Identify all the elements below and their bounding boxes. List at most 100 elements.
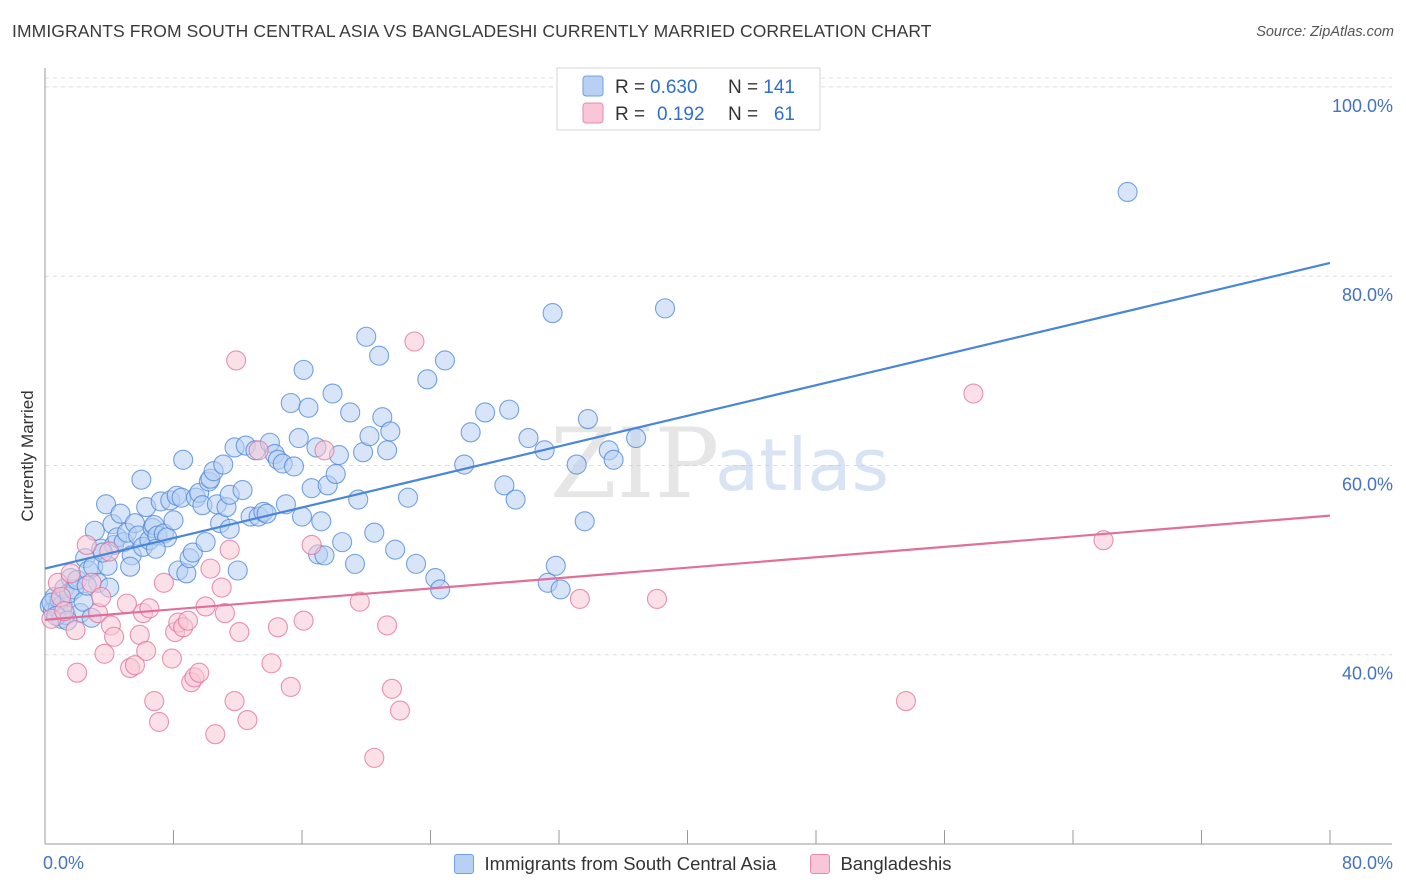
bangladeshis-point-34 [200,558,221,579]
y-tick-label-100: 100.0% [1332,96,1393,116]
bangladeshis-point-17 [124,655,145,676]
bangladeshis-point-21 [139,598,160,619]
source-label: Source: ZipAtlas.com [1256,24,1394,40]
series-legend: Immigrants from South Central Asia Bangl… [0,850,1406,878]
y-tick-label-40: 40.0% [1342,664,1393,684]
immigrants-point-117 [499,399,520,420]
legend-swatch-bangladeshis-bottom [810,854,831,874]
bangladeshis-point-41 [237,709,258,731]
legend-r-value-0: 0.630 [650,77,698,98]
immigrants-point-34 [131,469,152,490]
bangladeshis-point-54 [404,331,425,352]
bangladeshis-point-25 [161,648,182,669]
bangladeshis-trend-line [44,514,1331,621]
immigrants-point-67 [232,480,253,501]
bangladeshis-point-57 [895,691,917,712]
immigrants-point-125 [574,511,595,532]
bangladeshis-point-20 [136,640,157,661]
immigrants-point-83 [293,359,314,380]
bangladeshis-point-10 [91,586,112,608]
immigrants-point-129 [626,427,647,449]
bangladeshis-point-23 [148,711,170,732]
bangladeshis-point-39 [224,691,245,712]
x-tick-label-min: 0.0% [43,853,84,873]
immigrants-point-92 [325,463,346,485]
bangladeshis-point-60 [226,350,247,371]
immigrants-point-130 [542,303,563,324]
immigrants-point-66 [227,560,248,581]
bangladeshis-point-43 [261,653,282,674]
immigrants-point-96 [344,553,366,574]
bangladeshis-point-55 [569,588,590,609]
immigrants-point-45 [163,510,184,531]
bangladeshis-point-38 [219,539,240,560]
legend-swatch-immigrants-bottom [454,854,475,874]
watermark: ZIP atlas [550,408,889,520]
immigrants-point-109 [417,369,438,390]
bangladeshis-point-40 [229,621,250,643]
immigrants-trend-line [44,261,1331,570]
bangladeshis-point-5 [65,620,86,641]
x-tick-label-max: 80.0% [1342,853,1393,873]
bangladeshis-point-42 [248,440,269,461]
legend-swatch-bangladeshis [582,102,604,124]
bangladeshis-point-7 [76,534,97,556]
immigrants-point-80 [283,456,305,477]
immigrants-point-94 [332,532,353,553]
immigrants-point-108 [405,553,427,574]
immigrants-point-78 [275,494,296,515]
immigrants-point-106 [385,539,406,560]
bangladeshis-point-50 [364,747,385,768]
bangladeshis-point-47 [301,534,322,556]
x-tick-marks [44,830,1331,844]
legend-n-value-1: 61 [774,104,795,125]
bangladeshis-point-56 [646,588,668,609]
legend-r-value-1: 0.192 [657,104,705,125]
immigrants-point-116 [494,475,515,496]
y-tick-label-60: 60.0% [1342,474,1393,494]
chart-title: IMMIGRANTS FROM SOUTH CENTRAL ASIA VS BA… [12,21,932,41]
immigrants-point-62 [213,454,234,475]
bangladeshis-point-11 [94,643,115,664]
watermark-atlas: atlas [715,423,889,507]
bangladeshis-point-3 [54,601,75,622]
bangladeshis-point-35 [205,724,226,745]
immigrants-point-79 [280,392,301,414]
axes [44,68,1392,845]
immigrants-point-104 [377,440,398,461]
bangladeshis-point-37 [214,603,235,624]
immigrants-point-28 [110,503,131,524]
legend-swatch-immigrants [582,75,604,97]
immigrants-point-100 [359,426,380,447]
legend-item-immigrants: Immigrants from South Central Asia [454,853,776,875]
bangladeshis-point-32 [189,662,210,683]
legend-label-immigrants: Immigrants from South Central Asia [484,853,777,874]
bangladeshis-point-14 [104,626,125,647]
y-tick-labels: 40.0% 60.0% 80.0% 100.0% [1332,96,1393,684]
immigrants-point-107 [397,487,419,508]
legend-r-label-1: R = [615,104,645,125]
bangladeshis-point-6 [67,662,88,683]
legend-n-label-0: N = [728,77,758,98]
trend-lines [44,261,1331,621]
immigrants-point-102 [369,345,390,366]
immigrants-point-122 [545,555,566,576]
bangladeshis-point-8 [81,572,102,593]
bangladeshis-point-24 [153,572,174,593]
immigrants-point-123 [550,579,571,600]
bangladeshis-point-45 [280,676,301,697]
bangladeshis-point-44 [267,617,288,638]
legend-item-bangladeshis: Bangladeshis [810,853,952,875]
immigrants-point-105 [380,421,401,442]
legend-n-value-0: 141 [763,77,795,98]
bangladeshis-point-46 [293,610,314,631]
bangladeshis-point-52 [381,678,403,699]
immigrants-point-115 [475,402,496,423]
immigrants-point-132 [1117,181,1138,203]
immigrants-point-126 [577,409,598,430]
immigrants-point-22 [95,494,117,515]
immigrants-point-49 [173,449,194,470]
immigrants-point-91 [322,383,343,404]
immigrants-point-99 [356,326,377,347]
